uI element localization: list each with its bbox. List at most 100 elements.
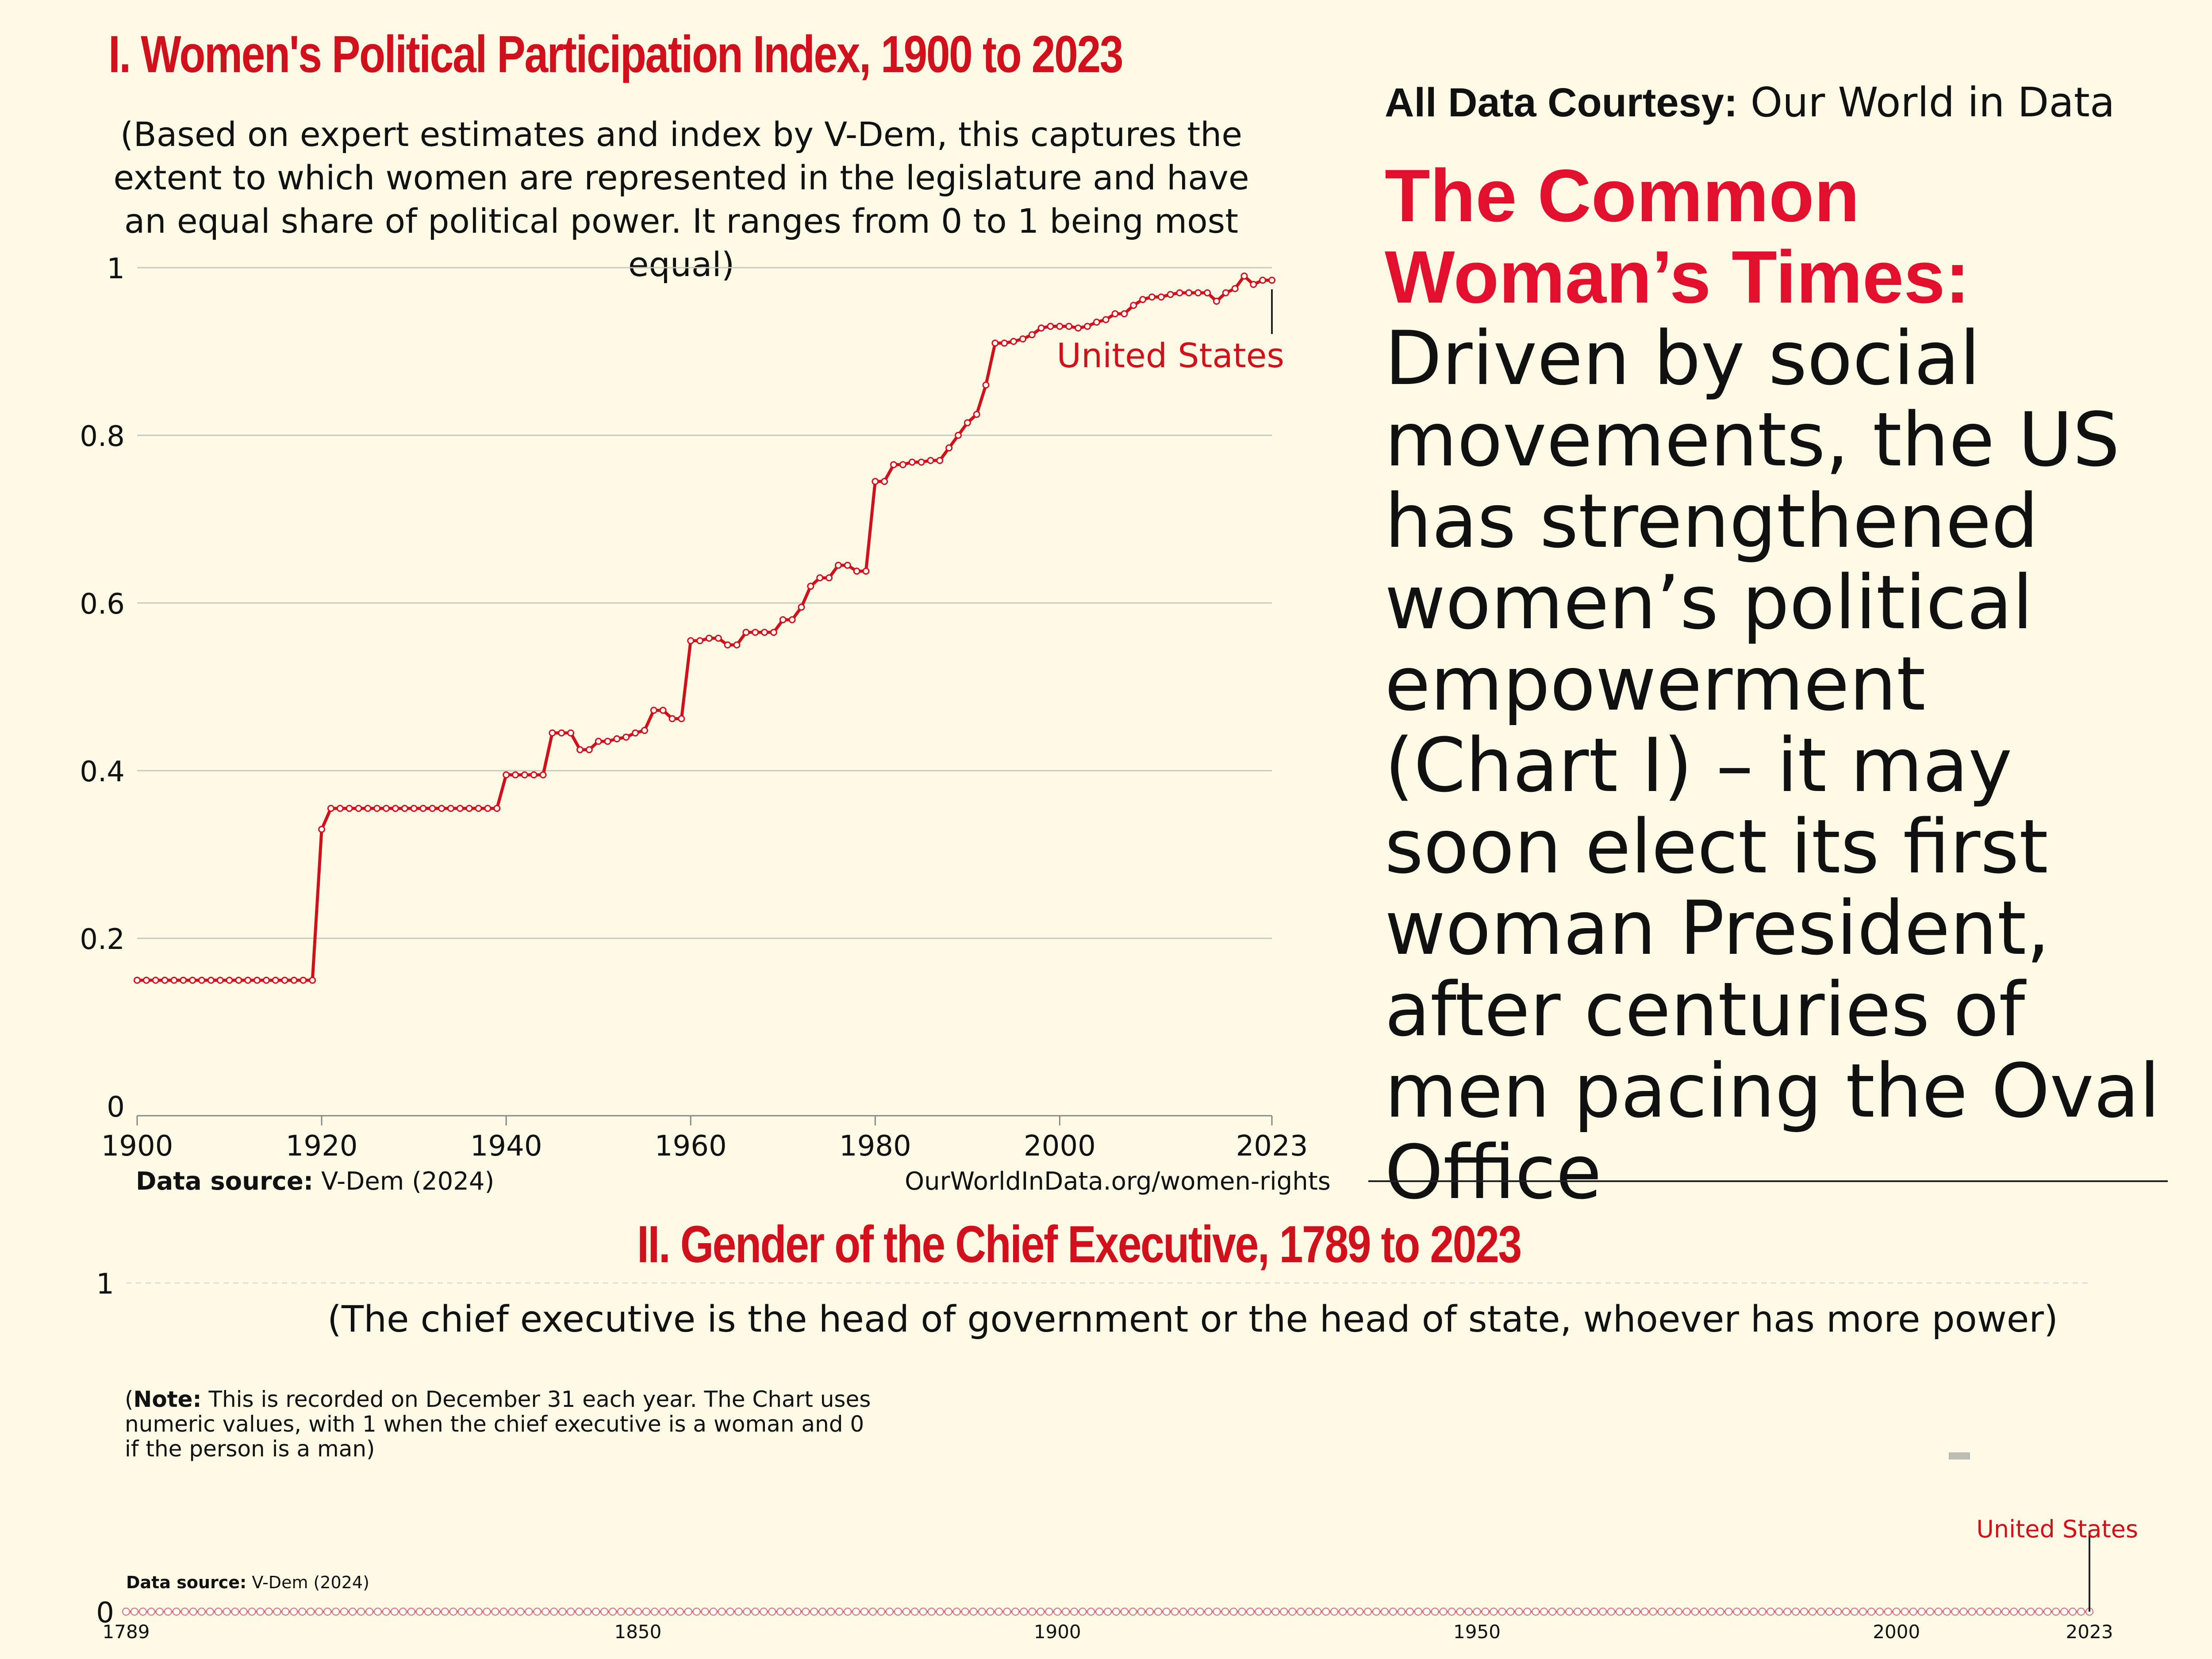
chart2-data-point [491, 1607, 499, 1616]
chart2-data-point [801, 1607, 810, 1616]
chart2-data-point [826, 1607, 835, 1616]
chart2-x-tick-label: 1950 [1453, 1621, 1501, 1643]
chart2-data-point [1380, 1607, 1389, 1616]
chart2-data-point [231, 1607, 239, 1616]
chart2-note-label: Note: [133, 1386, 202, 1412]
chart1-data-point [872, 478, 879, 485]
chart2-data-point [1733, 1607, 1741, 1616]
chart2-data-point [1708, 1607, 1716, 1616]
chart2-data-point [399, 1607, 407, 1616]
chart1-data-point [318, 826, 326, 833]
chart2-data-point [2060, 1607, 2069, 1616]
chart2-data-point [1632, 1607, 1641, 1616]
chart1-data-point [1019, 335, 1026, 343]
chart1-y-axis: 0 0.2 0.4 0.6 0.8 1 [80, 253, 125, 1124]
chart2-data-point [1498, 1607, 1506, 1616]
chart1-data-point [456, 805, 464, 812]
chart1-data-point [152, 976, 159, 984]
chart2-data-point [701, 1607, 709, 1616]
chart2-data-point [474, 1607, 483, 1616]
chart2-x-axis: 1789 1850 1900 1950 2000 2023 [103, 1621, 2113, 1643]
chart2-data-point [483, 1607, 491, 1616]
chart1-data-point [281, 976, 288, 984]
headline: The Common Woman’s Times: Driven by soci… [1385, 155, 2181, 1213]
chart2-title: II. Gender of the Chief Executive, 1789 … [637, 1215, 1522, 1274]
chart2-data-point [1540, 1607, 1548, 1616]
chart2-data-point [877, 1607, 886, 1616]
chart1-data-point [1037, 324, 1045, 332]
chart2-y-axis: 01 [96, 1268, 114, 1629]
chart2-data-point [952, 1607, 961, 1616]
chart2-data-point [1296, 1607, 1305, 1616]
chart1-y-tick-label: 0 [107, 1091, 125, 1124]
chart2-data-point [382, 1607, 391, 1616]
chart2-data-point [457, 1607, 466, 1616]
chart2-data-point [919, 1607, 928, 1616]
chart2-data-point [290, 1607, 298, 1616]
chart1-source: Data source: V-Dem (2024) [136, 1167, 494, 1196]
chart1-data-point [198, 976, 205, 984]
chart2-data-point [1943, 1607, 1951, 1616]
chart1-data-point [327, 805, 334, 812]
chart2-data-point [608, 1607, 617, 1616]
chart2-data-point [760, 1607, 768, 1616]
chart1-data-point [779, 616, 787, 623]
chart2-data-point [2068, 1607, 2077, 1616]
chart2-data-point [591, 1607, 600, 1616]
chart1-data-point [696, 637, 704, 645]
chart1-data-point [1083, 323, 1091, 330]
chart2-data-point [785, 1607, 793, 1616]
data-courtesy: All Data Courtesy: Our World in Data [1385, 79, 2115, 126]
chart2-data-point [2026, 1607, 2035, 1616]
chart2-data-point [566, 1607, 575, 1616]
chart2-data-point [1473, 1607, 1481, 1616]
chart2-data-point [1255, 1607, 1263, 1616]
chart2-data-point [1397, 1607, 1406, 1616]
chart2-data-point [248, 1607, 256, 1616]
chart2-data-point [743, 1607, 751, 1616]
chart1-data-point [668, 715, 676, 722]
chart2-data-point [1045, 1607, 1053, 1616]
chart2-data-point [1078, 1607, 1087, 1616]
chart2-data-point [281, 1607, 290, 1616]
chart1-data-point [1213, 297, 1220, 305]
chart2-data-point [1598, 1607, 1607, 1616]
chart2-x-tick-label: 1850 [614, 1621, 661, 1643]
chart1-data-point [392, 805, 399, 812]
chart1-data-point [945, 444, 953, 452]
chart2-data-point [1347, 1607, 1356, 1616]
chart2-data-point [1607, 1607, 1616, 1616]
chart1-data-point [1240, 272, 1248, 280]
chart1-data-point [1075, 324, 1082, 332]
chart1-data-point [1157, 293, 1165, 301]
chart1-data-point [1028, 331, 1036, 338]
chart2-data-point [1171, 1607, 1179, 1616]
chart1-data-point [355, 805, 362, 812]
chart1-data-point [1139, 296, 1147, 303]
chart2-data-point [1968, 1607, 1976, 1616]
chart2-data-point [1741, 1607, 1750, 1616]
chart2-data-point [164, 1607, 173, 1616]
chart2-data-point [944, 1607, 952, 1616]
chart2-data-point [751, 1607, 760, 1616]
chart2-data-point [1833, 1607, 1842, 1616]
chart2-data-point [550, 1607, 558, 1616]
chart1-data-point [881, 478, 888, 485]
chart2-data-point [197, 1607, 206, 1616]
chart1-data-point [373, 805, 381, 812]
chart2-data-point [1338, 1607, 1347, 1616]
chart2-data-point [1674, 1607, 1682, 1616]
chart2-data-point [1221, 1607, 1229, 1616]
chart1-data-point [973, 411, 980, 418]
chart2-data-point [1389, 1607, 1398, 1616]
chart2-data-point [390, 1607, 399, 1616]
chart1-data-point [1231, 285, 1239, 292]
chart1-series-label: United States [1056, 336, 1284, 375]
chart1-url[interactable]: OurWorldInData.org/women-rights [905, 1167, 1331, 1196]
chart2-data-point [1775, 1607, 1783, 1616]
chart2-data-point [634, 1607, 642, 1616]
chart2-data-point [885, 1607, 894, 1616]
chart1-data-point [595, 737, 602, 745]
chart1-x-tick-label: 2023 [1236, 1130, 1308, 1163]
chart1-x-tick-label: 1980 [839, 1130, 911, 1163]
